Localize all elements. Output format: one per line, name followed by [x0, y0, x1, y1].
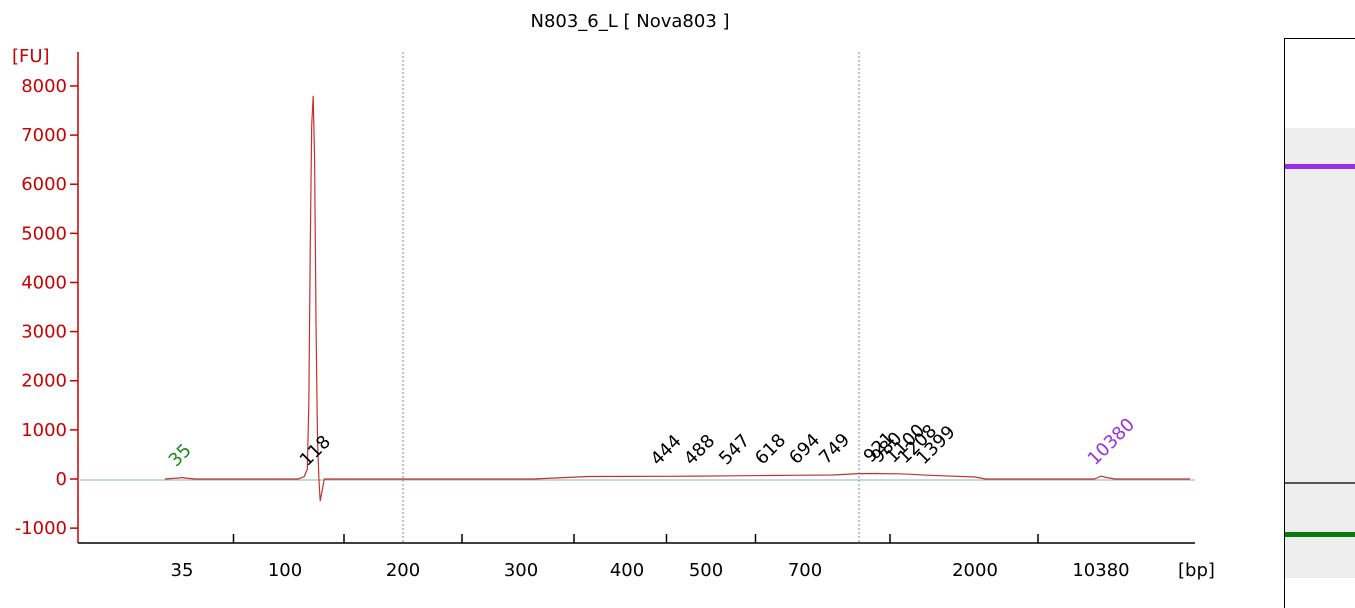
signal-trace: [164, 95, 1190, 502]
peak-label: 749: [815, 429, 854, 468]
x-tick-label: 400: [610, 560, 644, 581]
peak-label: 10380: [1084, 414, 1139, 469]
x-tick-label: 100: [268, 560, 302, 581]
x-tick-label: 10380: [1072, 560, 1129, 581]
y-tick-label: 1000: [21, 420, 67, 441]
peak-label: 118: [296, 431, 335, 470]
y-tick-label: 0: [56, 469, 67, 490]
chart-title: N803_6_L [ Nova803 ]: [530, 11, 729, 32]
gel-band-upper-marker: [1285, 164, 1355, 169]
y-tick-label: 2000: [21, 371, 67, 392]
gel-band-sample-peak: [1285, 482, 1355, 484]
electropherogram-chart: N803_6_L [ Nova803 ] [FU] [bp] -1000 0 100…: [12, 11, 1215, 581]
peak-label: 618: [751, 430, 790, 469]
gel-lane: [1284, 38, 1355, 608]
peak-label: 444: [647, 431, 686, 470]
y-tick-label: 6000: [21, 174, 67, 195]
x-axis-label: [bp]: [1178, 560, 1215, 581]
y-tick-label: 3000: [21, 322, 67, 343]
reference-lines: [402, 52, 860, 543]
y-tick-label: -1000: [15, 518, 67, 539]
y-tick-label: 5000: [21, 223, 67, 244]
x-tick-label: 500: [689, 560, 723, 581]
plot-traces: [78, 95, 1195, 502]
x-tick-label: 300: [504, 560, 538, 581]
y-tick-label: 4000: [21, 272, 67, 293]
y-axis-label: [FU]: [12, 46, 50, 67]
peak-label: 35: [165, 440, 196, 471]
y-axis: -1000 0 1000 2000 3000 4000 5000 6000 7000 8000: [15, 52, 79, 543]
x-tick-label: 35: [171, 560, 194, 581]
y-tick-label: 8000: [21, 76, 67, 97]
x-tick-label: 700: [788, 560, 822, 581]
gel-band-lower-marker: [1285, 532, 1355, 537]
x-axis: 35 100 200 300 400 500 700 2000 10380: [78, 534, 1195, 581]
peak-label: 488: [680, 430, 719, 469]
x-tick-label: 2000: [952, 560, 998, 581]
gel-lane-body: [1285, 128, 1355, 578]
y-tick-label: 7000: [21, 125, 67, 146]
peak-label: 547: [715, 430, 754, 469]
x-tick-label: 200: [386, 560, 420, 581]
